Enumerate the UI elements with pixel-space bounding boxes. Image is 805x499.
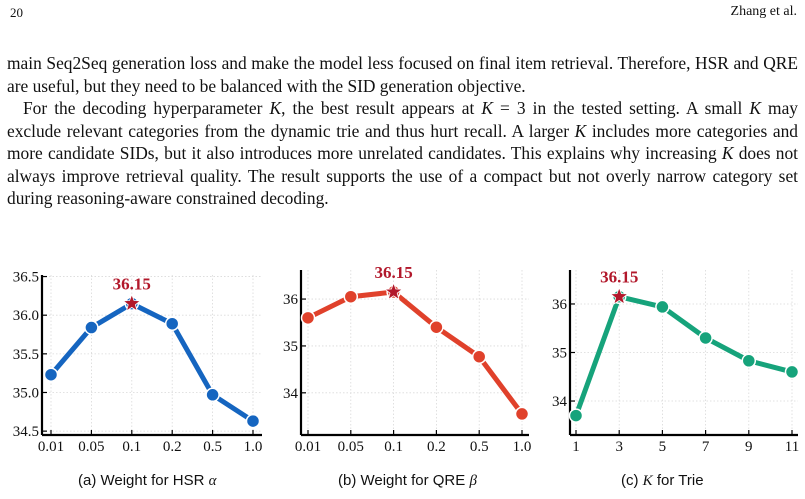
- data-point: [84, 320, 99, 335]
- x-tick-label: 3: [615, 439, 623, 455]
- x-tick-label: 7: [702, 439, 710, 455]
- best-value-label: 36.15: [113, 275, 151, 294]
- y-tick-label: 35.0: [13, 385, 39, 401]
- x-tick-label: 5: [659, 439, 667, 455]
- data-point: [43, 367, 59, 382]
- caption-a-symbol: α: [208, 473, 217, 489]
- data-point: [245, 413, 261, 429]
- caption-b: (b) Weight for QRE β: [338, 472, 477, 490]
- best-star-icon: [122, 293, 142, 312]
- x-tick-label: 0.2: [163, 439, 182, 455]
- best-star-icon: [609, 286, 629, 305]
- data-point: [741, 353, 757, 368]
- data-point: [300, 310, 316, 326]
- best-value-label: 36.15: [374, 263, 412, 282]
- series-line: [573, 294, 795, 419]
- x-tick-label: 0.5: [203, 439, 222, 455]
- data-point: [514, 406, 530, 422]
- best-star-icon: [383, 281, 404, 301]
- y-tick-label: 36.0: [13, 308, 39, 324]
- x-tick-label: 0.05: [338, 439, 364, 455]
- data-point: [784, 364, 800, 380]
- x-tick-label: 0.05: [78, 439, 104, 455]
- y-tick-label: 36.5: [13, 270, 39, 286]
- x-tick-label: 1.0: [513, 439, 532, 455]
- y-tick-label: 34.5: [13, 424, 39, 440]
- caption-c-prefix: (c): [621, 472, 643, 489]
- y-tick-label: 35: [552, 346, 567, 362]
- data-point: [471, 349, 487, 364]
- caption-a-text: (a) Weight for HSR: [78, 472, 209, 489]
- x-tick-label: 0.1: [122, 439, 141, 455]
- paragraph: main Seq2Seq generation loss and make th…: [7, 53, 798, 96]
- data-point: [655, 299, 670, 315]
- y-tick-label: 34: [552, 394, 568, 410]
- data-point: [164, 316, 180, 331]
- best-value-label: 36.15: [600, 268, 638, 287]
- running-head: Zhang et al.: [730, 4, 797, 19]
- caption-b-symbol: β: [469, 473, 477, 489]
- body-text: main Seq2Seq generation loss and make th…: [7, 52, 798, 210]
- series-line: [48, 301, 256, 424]
- y-tick-label: 35: [283, 339, 298, 355]
- data-point: [568, 408, 584, 423]
- y-tick-label: 36: [283, 292, 299, 308]
- data-point: [343, 289, 359, 304]
- x-tick-label: 0.2: [427, 439, 446, 455]
- x-tick-label: 1.0: [244, 439, 263, 455]
- x-tick-label: 0.5: [470, 439, 489, 455]
- caption-c: (c) K for Trie: [621, 472, 704, 490]
- series-line: [305, 289, 525, 417]
- x-tick-label: 0.1: [384, 439, 403, 455]
- caption-b-text: (b) Weight for QRE: [338, 472, 470, 489]
- y-tick-label: 36: [552, 297, 568, 313]
- page-number: 20: [10, 5, 23, 20]
- caption-a: (a) Weight for HSR α: [78, 472, 216, 490]
- x-tick-label: 1: [572, 439, 580, 455]
- data-point: [698, 330, 713, 346]
- caption-c-suffix: for Trie: [652, 472, 704, 489]
- chart-qre-weight: 34 35 36 0.01 0.05 0.1 0.2 0.5 1.0 36.15: [283, 263, 532, 455]
- caption-c-symbol: K: [642, 473, 653, 489]
- chart-hsr-weight: 34.5 35.0 35.5 36.0 36.5 0.01 0.05 0.1 0.2 0.5 1.0…: [13, 270, 263, 455]
- x-tick-label: 0.01: [38, 439, 64, 455]
- x-tick-label: 11: [785, 439, 799, 455]
- data-point: [429, 319, 444, 335]
- data-point: [205, 387, 220, 403]
- x-tick-label: 9: [745, 439, 753, 455]
- y-tick-label: 34: [283, 386, 299, 402]
- paragraph: For the decoding hyperparameter K, the b…: [7, 98, 798, 208]
- x-tick-label: 0.01: [295, 439, 321, 455]
- y-tick-label: 35.5: [13, 347, 39, 363]
